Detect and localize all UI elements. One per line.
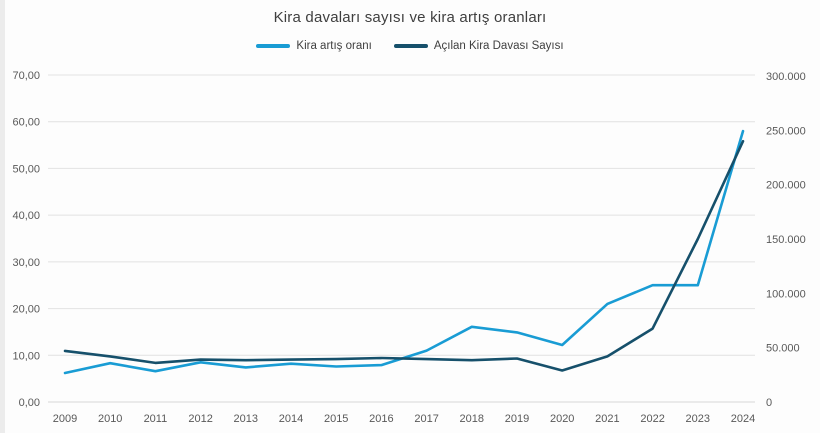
right-axis-tick-label: 50.000 <box>766 343 800 355</box>
right-axis-tick-label: 100.000 <box>766 288 806 300</box>
x-axis-label: 2023 <box>686 413 710 425</box>
right-axis-tick-label: 0 <box>766 397 772 409</box>
left-axis-tick-label: 40,00 <box>12 210 40 222</box>
x-axis-label: 2021 <box>595 413 619 425</box>
x-axis-label: 2017 <box>414 413 438 425</box>
legend-item-kira-artis-orani: Kira artış oranı <box>256 40 372 52</box>
legend-line-swatch-light-blue <box>256 44 291 48</box>
x-axis-label: 2022 <box>640 413 664 425</box>
right-axis-tick-label: 150.000 <box>766 234 806 246</box>
chart-title: Kira davaları sayısı ve kira artış oranl… <box>273 9 547 26</box>
right-axis-tick-label: 250.000 <box>766 125 806 137</box>
legend-line-swatch-dark-blue <box>393 44 428 48</box>
x-axis-label: 2009 <box>53 413 77 425</box>
x-axis-label: 2015 <box>324 413 348 425</box>
legend-label: Açılan Kira Davası Sayısı <box>433 40 564 52</box>
x-axis-label: 2014 <box>279 413 303 425</box>
series-line-acilan-kira-davasi-sayisi <box>63 139 745 372</box>
x-axis-label: 2018 <box>460 413 484 425</box>
right-axis-tick-label: 300.000 <box>766 71 806 83</box>
chart-legend: Kira artış oranı Açılan Kira Davası Sayı… <box>0 40 820 52</box>
left-axis-tick-label: 10,00 <box>12 350 40 362</box>
left-axis-tick-label: 70,00 <box>12 70 40 82</box>
left-axis-tick-label: 0,00 <box>19 397 40 409</box>
x-axis-label: 2016 <box>369 413 393 425</box>
right-axis-tick-label: 200.000 <box>766 180 806 192</box>
left-axis-tick-label: 50,00 <box>12 163 40 175</box>
x-axis-label: 2013 <box>234 413 258 425</box>
page-edge-strip <box>0 0 5 433</box>
x-axis-label: 2010 <box>98 413 122 425</box>
x-axis-label: 2011 <box>144 413 168 425</box>
legend-item-acilan-kira-davasi-sayisi: Açılan Kira Davası Sayısı <box>393 40 564 52</box>
left-axis-tick-label: 60,00 <box>12 117 40 129</box>
x-axis-label: 2024 <box>731 413 755 425</box>
x-axis-label: 2019 <box>505 413 529 425</box>
left-axis-tick-label: 20,00 <box>12 304 40 316</box>
x-axis-label: 2012 <box>188 413 212 425</box>
legend-label: Kira artış oranı <box>296 40 372 52</box>
left-axis-tick-label: 30,00 <box>12 257 40 269</box>
x-axis-label: 2020 <box>550 413 574 425</box>
